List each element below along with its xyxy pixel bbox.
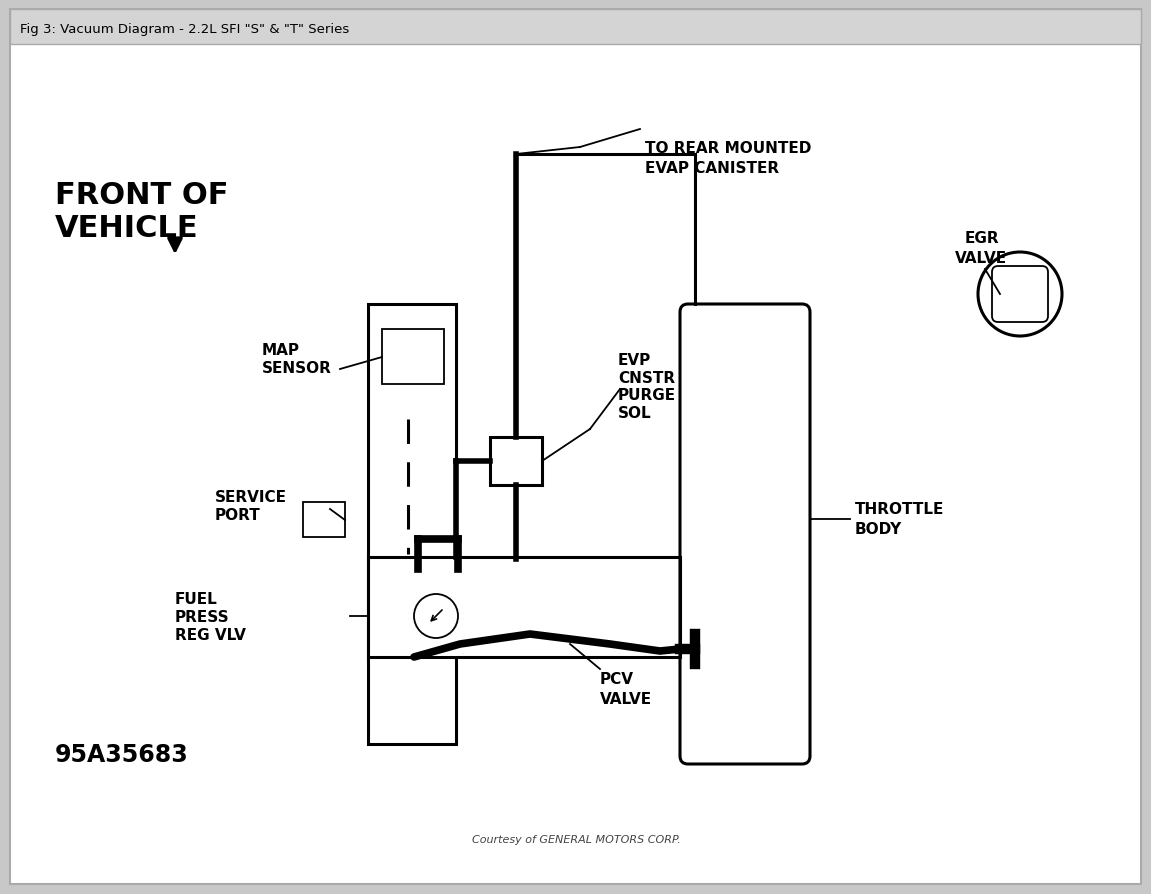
Text: PCV: PCV [600, 671, 634, 687]
Text: FRONT OF: FRONT OF [55, 181, 229, 209]
Circle shape [414, 595, 458, 638]
Text: TO REAR MOUNTED: TO REAR MOUNTED [645, 140, 811, 156]
Text: PORT: PORT [215, 508, 261, 523]
Text: EGR: EGR [965, 231, 999, 245]
Text: BODY: BODY [855, 522, 902, 537]
Text: CNSTR: CNSTR [618, 370, 676, 385]
Circle shape [978, 253, 1062, 337]
Text: VALVE: VALVE [955, 250, 1007, 266]
Text: PURGE: PURGE [618, 388, 676, 403]
FancyBboxPatch shape [992, 266, 1049, 323]
Text: VALVE: VALVE [600, 691, 653, 706]
Text: EVP: EVP [618, 352, 651, 367]
Text: FUEL: FUEL [175, 592, 218, 607]
Text: EVAP CANISTER: EVAP CANISTER [645, 160, 779, 175]
Text: PRESS: PRESS [175, 610, 230, 625]
Text: REG VLV: REG VLV [175, 628, 246, 643]
Text: THROTTLE: THROTTLE [855, 502, 944, 517]
Bar [303, 502, 345, 537]
Text: 95A35683: 95A35683 [55, 742, 189, 766]
Bar [490, 437, 542, 485]
Text: SENSOR: SENSOR [262, 360, 331, 375]
Bar [382, 330, 444, 384]
Text: Fig 3: Vacuum Diagram - 2.2L SFI "S" & "T" Series: Fig 3: Vacuum Diagram - 2.2L SFI "S" & "… [20, 22, 349, 36]
Text: SOL: SOL [618, 406, 651, 421]
Text: Courtesy of GENERAL MOTORS CORP.: Courtesy of GENERAL MOTORS CORP. [472, 834, 680, 844]
Text: VEHICLE: VEHICLE [55, 214, 199, 242]
Text: SERVICE: SERVICE [215, 490, 287, 505]
Bar [368, 557, 680, 657]
FancyBboxPatch shape [680, 305, 810, 764]
Bar [10, 10, 1141, 45]
Text: MAP: MAP [262, 342, 300, 357]
Bar [368, 305, 456, 744]
